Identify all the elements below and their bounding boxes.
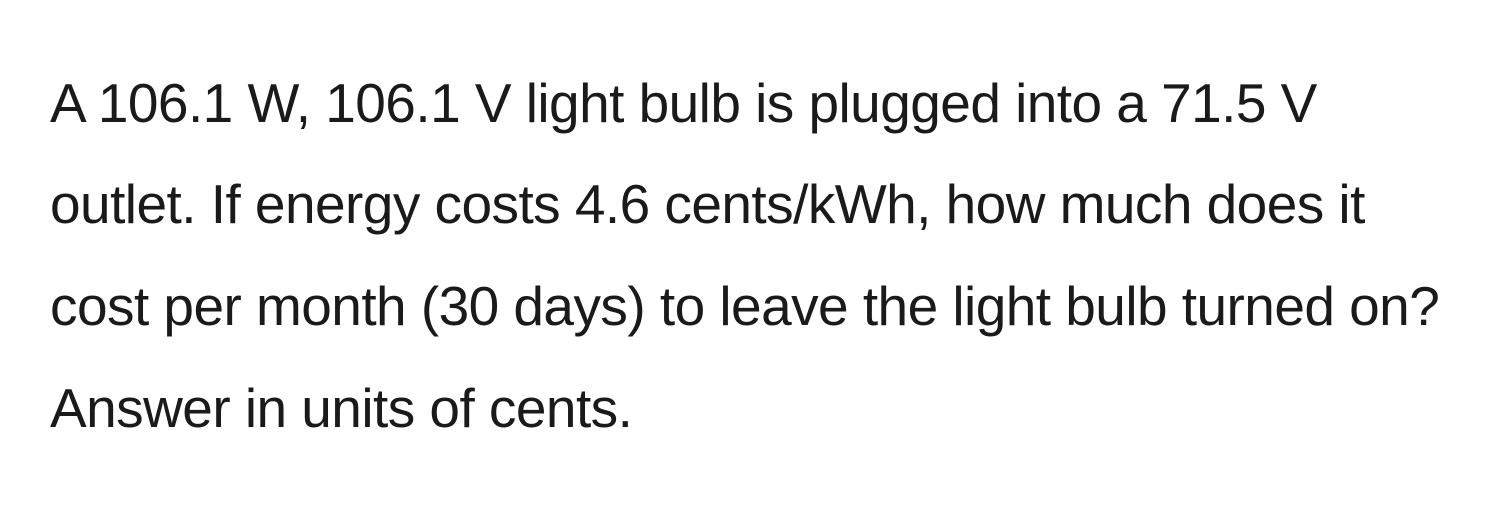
physics-question-text: A 106.1 W, 106.1 V light bulb is plugged… [50, 53, 1450, 460]
